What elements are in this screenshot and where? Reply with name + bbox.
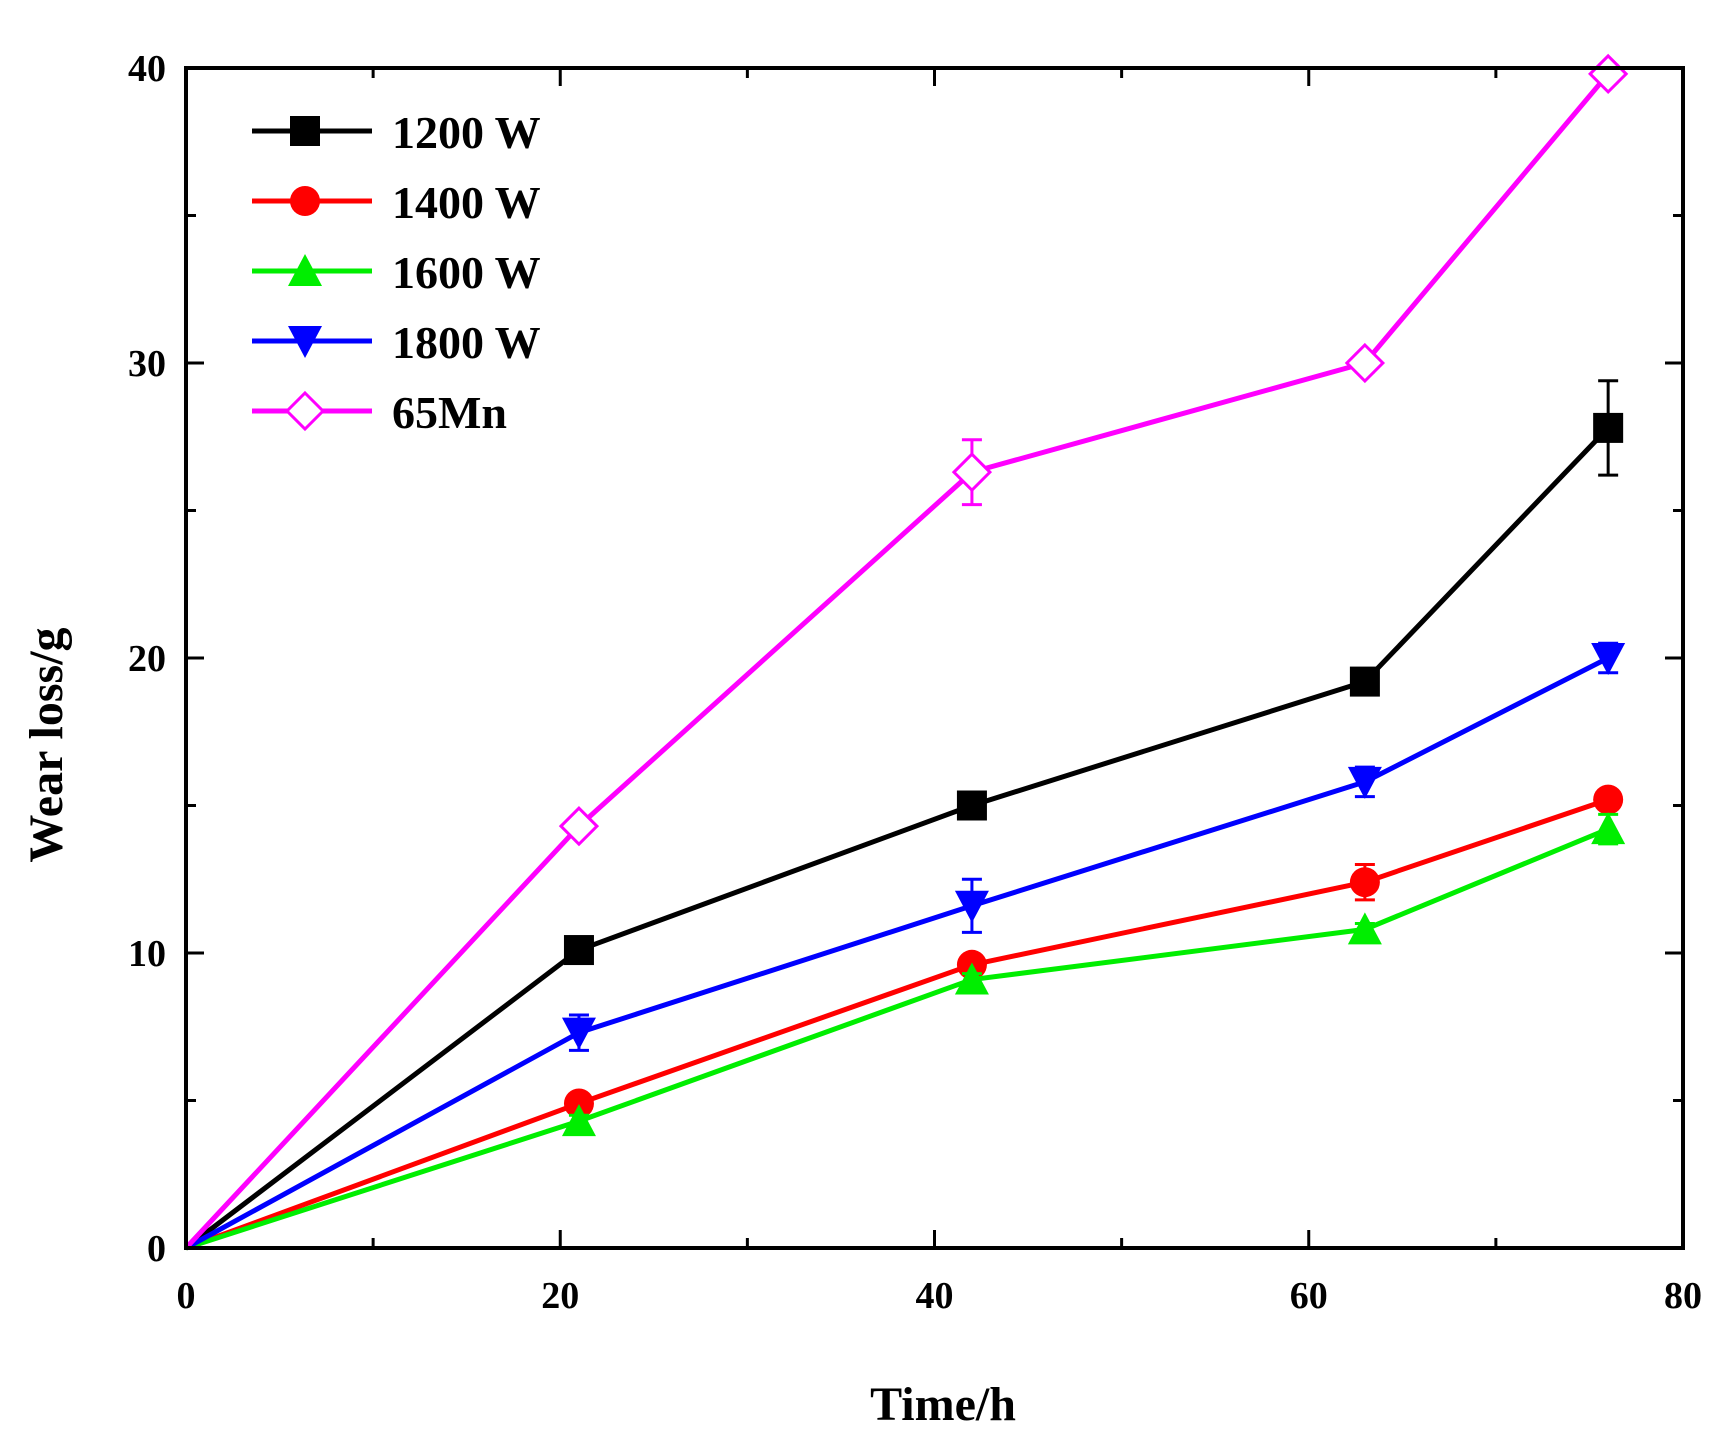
data-point — [1591, 643, 1626, 675]
data-point — [956, 790, 987, 821]
data-point — [563, 1088, 594, 1119]
series-line — [184, 655, 1610, 1251]
series-65mn — [184, 53, 1629, 1250]
data-point — [954, 962, 989, 995]
data-point — [1593, 784, 1624, 815]
data-point — [951, 452, 993, 493]
x-tick-label: 0 — [177, 1275, 196, 1317]
legend-entry: 1200 W — [252, 107, 541, 158]
legend-marker — [288, 326, 322, 358]
y-tick-label: 20 — [128, 638, 166, 680]
data-point — [954, 890, 989, 923]
x-tick-label: 80 — [1664, 1275, 1702, 1317]
series-1600w — [185, 812, 1626, 1251]
legend-entry: 1800 W — [252, 317, 541, 368]
legend-marker — [288, 254, 322, 286]
y-tick-label: 30 — [128, 343, 166, 385]
data-point — [1593, 412, 1624, 443]
x-tick-label: 60 — [1290, 1275, 1328, 1317]
y-tick-label: 40 — [128, 48, 166, 90]
data-point — [1347, 912, 1382, 945]
y-tick-label: 10 — [128, 933, 166, 975]
legend-label: 65Mn — [392, 387, 507, 438]
legend: 1200 W 1400 W 1600 W 1800 W 65Mn — [252, 107, 541, 438]
y-tick-label: 0 — [147, 1228, 166, 1270]
x-tick-label: 20 — [541, 1275, 579, 1317]
legend-entry: 65Mn — [252, 387, 507, 438]
x-axis-title: Time/h — [870, 1378, 1016, 1431]
legend-label: 1800 W — [392, 317, 541, 368]
legend-marker — [290, 116, 320, 146]
series-line — [185, 826, 1610, 1251]
legend-entry: 1600 W — [252, 247, 541, 298]
series-line — [184, 426, 1610, 1250]
series-1800w — [184, 641, 1626, 1251]
series-1200w — [184, 379, 1624, 1250]
legend-label: 1600 W — [392, 247, 541, 298]
plot-frame — [184, 66, 1685, 1250]
data-point — [561, 1017, 596, 1050]
legend-label: 1400 W — [392, 177, 541, 228]
data-point — [558, 806, 600, 847]
data-point — [561, 1104, 596, 1137]
data-point — [1591, 812, 1626, 845]
legend-label: 1200 W — [392, 107, 541, 158]
series-layer — [184, 53, 1629, 1251]
data-point — [1347, 766, 1382, 799]
y-axis-title: Wear loss/g — [20, 627, 73, 862]
legend-marker — [284, 390, 326, 432]
axes: 0 20 40 60 80 0 10 20 30 40 — [128, 48, 1702, 1317]
legend-entry: 1400 W — [252, 177, 541, 228]
data-point — [563, 935, 594, 966]
data-point — [1344, 342, 1386, 384]
data-point — [1349, 666, 1380, 697]
x-tick-label: 40 — [916, 1275, 954, 1317]
legend-marker — [290, 186, 320, 216]
data-point — [1349, 867, 1380, 898]
